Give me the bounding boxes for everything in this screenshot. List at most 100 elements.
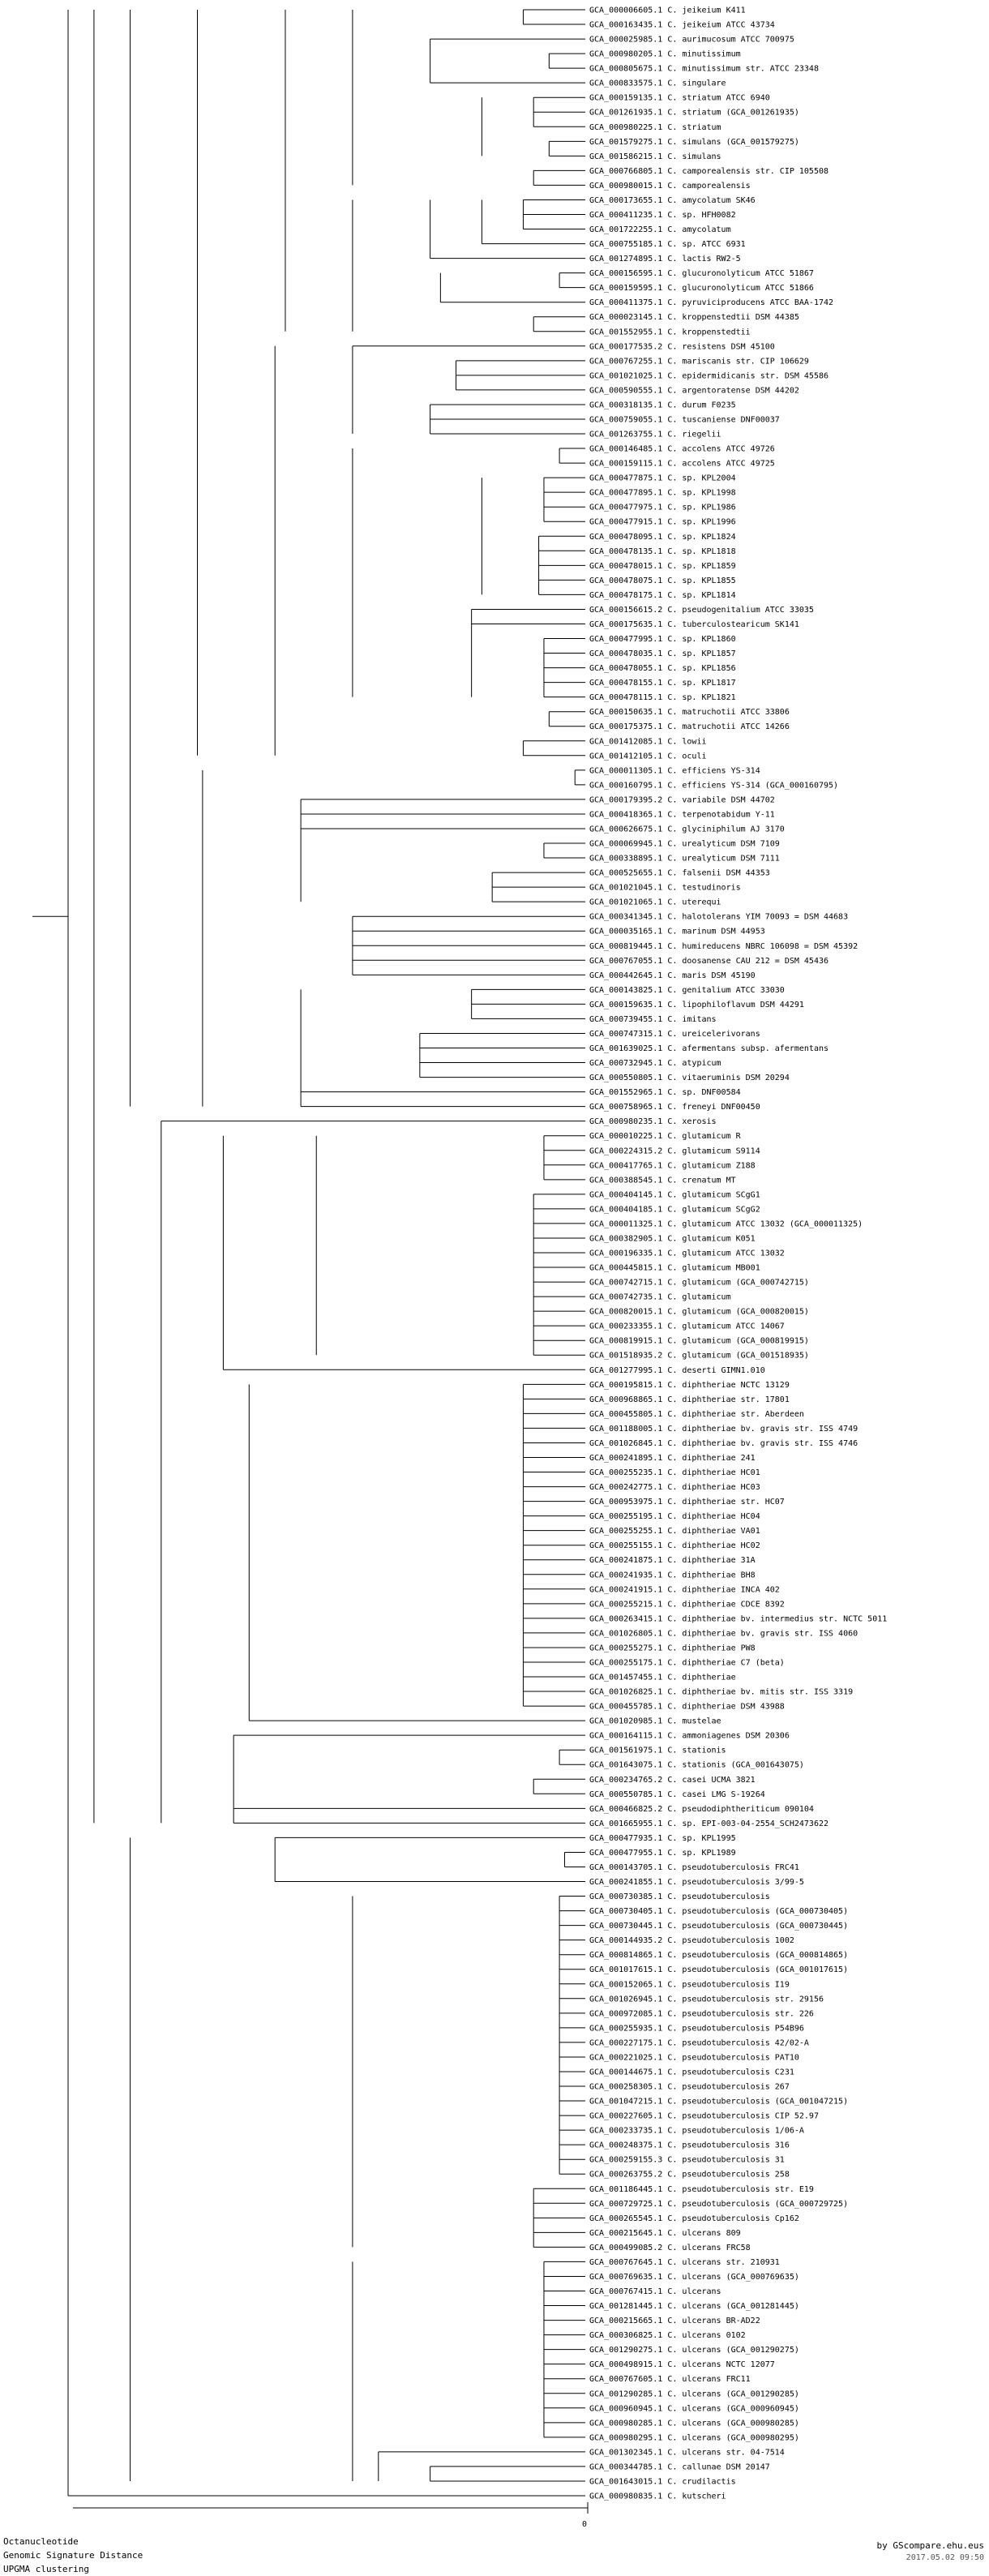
leaf-label: GCA_001188005.1 C. diphtheriae bv. gravi… xyxy=(589,1425,858,1434)
leaf-label: GCA_000259155.3 C. pseudotuberculosis 31 xyxy=(589,2156,785,2165)
leaf-label: GCA_000242775.1 C. diphtheriae HC03 xyxy=(589,1483,760,1492)
leaf-label: GCA_000498915.1 C. ulcerans NCTC 12077 xyxy=(589,2360,775,2369)
leaf-label: GCA_001643075.1 C. stationis (GCA_001643… xyxy=(589,1761,804,1770)
scale-label: 0 xyxy=(582,2520,587,2529)
leaf-label: GCA_000442645.1 C. maris DSM 45190 xyxy=(589,971,756,980)
leaf-label: GCA_000306825.1 C. ulcerans 0102 xyxy=(589,2331,746,2340)
leaf-label: GCA_000525655.1 C. falsenii DSM 44353 xyxy=(589,869,770,878)
leaf-label: GCA_000968865.1 C. diphtheriae str. 1780… xyxy=(589,1395,790,1404)
leaf-label: GCA_000455785.1 C. diphtheriae DSM 43988 xyxy=(589,1703,785,1712)
leaf-label: GCA_000478055.1 C. sp. KPL1856 xyxy=(589,664,736,673)
leaf-label: GCA_000766805.1 C. camporealensis str. C… xyxy=(589,167,828,176)
leaf-label: GCA_000010225.1 C. glutamicum R xyxy=(589,1132,742,1141)
leaf-label: GCA_000023145.1 C. kroppenstedtii DSM 44… xyxy=(589,313,799,322)
distance-method: Octanucleotide xyxy=(3,2536,79,2547)
leaf-label: GCA_000820015.1 C. glutamicum (GCA_00082… xyxy=(589,1308,809,1317)
leaf-label: GCA_001021045.1 C. testudinoris xyxy=(589,884,741,893)
leaf-label: GCA_001017615.1 C. pseudotuberculosis (G… xyxy=(589,1965,848,1974)
leaf-label: GCA_000025985.1 C. aurimucosum ATCC 7009… xyxy=(589,36,794,45)
leaf-label: GCA_000445815.1 C. glutamicum MB001 xyxy=(589,1264,760,1273)
leaf-label: GCA_000478015.1 C. sp. KPL1859 xyxy=(589,562,736,571)
leaf-label: GCA_000477955.1 C. sp. KPL1989 xyxy=(589,1849,736,1858)
leaf-label: GCA_000747315.1 C. ureicelerivorans xyxy=(589,1030,760,1039)
method-notes: Octanucleotide Genomic Signature Distanc… xyxy=(3,2535,143,2576)
leaf-label: GCA_000175635.1 C. tuberculostearicum SK… xyxy=(589,620,799,629)
leaf-label: GCA_000255155.1 C. diphtheriae HC02 xyxy=(589,1541,760,1550)
leaf-label: GCA_000980295.1 C. ulcerans (GCA_0009802… xyxy=(589,2433,799,2442)
leaf-label: GCA_000163435.1 C. jeikeium ATCC 43734 xyxy=(589,21,775,30)
leaf-label: GCA_000478155.1 C. sp. KPL1817 xyxy=(589,679,736,688)
leaf-labels: GCA_000006605.1 C. jeikeium K411 GCA_0001… xyxy=(589,6,887,2501)
leaf-label: GCA_001047215.1 C. pseudotuberculosis (G… xyxy=(589,2098,848,2107)
leaf-label: GCA_000241935.1 C. diphtheriae BH8 xyxy=(589,1571,756,1579)
leaf-label: GCA_000980205.1 C. minutissimum xyxy=(589,50,741,59)
leaf-label: GCA_000739455.1 C. imitans xyxy=(589,1015,717,1024)
leaf-label: GCA_001281445.1 C. ulcerans (GCA_0012814… xyxy=(589,2302,799,2311)
leaf-label: GCA_001722255.1 C. amycolatum xyxy=(589,225,731,234)
leaf-label: GCA_000344785.1 C. callunae DSM 20147 xyxy=(589,2462,770,2471)
leaf-label: GCA_000477995.1 C. sp. KPL1860 xyxy=(589,635,736,644)
leaf-label: GCA_001457455.1 C. diphtheriae xyxy=(589,1674,736,1682)
leaf-label: GCA_000590555.1 C. argentoratense DSM 44… xyxy=(589,386,799,395)
leaf-label: GCA_000767415.1 C. ulcerans xyxy=(589,2287,721,2296)
leaf-label: GCA_000478035.1 C. sp. KPL1857 xyxy=(589,649,736,658)
leaf-label: GCA_000150635.1 C. matruchotii ATCC 3380… xyxy=(589,708,790,717)
leaf-label: GCA_000980285.1 C. ulcerans (GCA_0009802… xyxy=(589,2419,799,2428)
leaf-label: GCA_001518935.2 C. glutamicum (GCA_00151… xyxy=(589,1352,809,1361)
leaf-label: GCA_001552955.1 C. kroppenstedtii xyxy=(589,328,751,336)
leaf-label: GCA_000417765.1 C. glutamicum Z188 xyxy=(589,1161,756,1170)
leaf-label: GCA_000069945.1 C. urealyticum DSM 7109 xyxy=(589,840,780,849)
credit-text: by GScompare.ehu.eus xyxy=(876,2540,984,2551)
leaf-label: GCA_000833575.1 C. singulare xyxy=(589,79,726,88)
leaf-label: GCA_000233355.1 C. glutamicum ATCC 14067 xyxy=(589,1322,785,1331)
leaf-label: GCA_000255275.1 C. diphtheriae PW8 xyxy=(589,1644,756,1652)
leaf-label: GCA_000980015.1 C. camporealensis xyxy=(589,182,751,191)
leaf-label: GCA_000729725.1 C. pseudotuberculosis (G… xyxy=(589,2200,848,2209)
leaf-label: GCA_000819915.1 C. glutamicum (GCA_00081… xyxy=(589,1337,809,1346)
leaf-label: GCA_001290285.1 C. ulcerans (GCA_0012902… xyxy=(589,2390,799,2398)
leaf-label: GCA_000234765.2 C. casei UCMA 3821 xyxy=(589,1776,756,1785)
leaf-label: GCA_000341345.1 C. halotolerans YIM 7009… xyxy=(589,913,848,922)
leaf-label: GCA_000241875.1 C. diphtheriae 31A xyxy=(589,1556,756,1565)
leaf-label: GCA_000478075.1 C. sp. KPL1855 xyxy=(589,576,736,585)
leaf-label: GCA_000767255.1 C. mariscanis str. CIP 1… xyxy=(589,357,809,366)
leaf-label: GCA_000732945.1 C. atypicum xyxy=(589,1059,721,1068)
leaf-label: GCA_001552965.1 C. sp. DNF00584 xyxy=(589,1088,741,1097)
leaf-label: GCA_000035165.1 C. marinum DSM 44953 xyxy=(589,928,765,937)
leaf-label: GCA_000164115.1 C. ammoniagenes DSM 2030… xyxy=(589,1732,790,1741)
leaf-label: GCA_000159595.1 C. glucuronolyticum ATCC… xyxy=(589,284,814,293)
leaf-label: GCA_000730445.1 C. pseudotuberculosis (G… xyxy=(589,1922,848,1931)
leaf-label: GCA_000011325.1 C. glutamicum ATCC 13032… xyxy=(589,1219,863,1228)
leaf-label: GCA_000411235.1 C. sp. HFH0082 xyxy=(589,211,736,220)
leaf-label: GCA_001021065.1 C. uterequi xyxy=(589,898,721,907)
leaf-label: GCA_000159135.1 C. striatum ATCC 6940 xyxy=(589,94,770,103)
leaf-label: GCA_001021025.1 C. epidermidicanis str. … xyxy=(589,371,828,380)
leaf-label: GCA_000742735.1 C. glutamicum xyxy=(589,1293,731,1302)
leaf-label: GCA_001026845.1 C. diphtheriae bv. gravi… xyxy=(589,1439,858,1448)
leaf-label: GCA_000177535.2 C. resistens DSM 45100 xyxy=(589,342,775,351)
leaf-label: GCA_000258305.1 C. pseudotuberculosis 26… xyxy=(589,2083,790,2092)
leaf-label: GCA_000144935.2 C. pseudotuberculosis 10… xyxy=(589,1936,794,1945)
leaf-label: GCA_001261935.1 C. striatum (GCA_0012619… xyxy=(589,109,799,118)
leaf-label: GCA_000960945.1 C. ulcerans (GCA_0009609… xyxy=(589,2404,799,2413)
leaf-label: GCA_000477975.1 C. sp. KPL1986 xyxy=(589,504,736,512)
leaf-label: GCA_000477915.1 C. sp. KPL1996 xyxy=(589,518,736,527)
leaf-label: GCA_000255235.1 C. diphtheriae HC01 xyxy=(589,1468,760,1477)
leaf-label: GCA_000241855.1 C. pseudotuberculosis 3/… xyxy=(589,1878,804,1887)
leaf-label: GCA_000263415.1 C. diphtheriae bv. inter… xyxy=(589,1614,887,1623)
leaf-label: GCA_000338895.1 C. urealyticum DSM 7111 xyxy=(589,855,780,864)
leaf-label: GCA_000159635.1 C. lipophiloflavum DSM 4… xyxy=(589,1001,804,1009)
leaf-label: GCA_000196335.1 C. glutamicum ATCC 13032 xyxy=(589,1249,785,1258)
leaf-label: GCA_000255195.1 C. diphtheriae HC04 xyxy=(589,1512,760,1521)
leaf-label: GCA_000255175.1 C. diphtheriae C7 (beta) xyxy=(589,1658,785,1667)
leaf-label: GCA_000550805.1 C. vitaeruminis DSM 2029… xyxy=(589,1074,790,1082)
leaf-label: GCA_000742715.1 C. glutamicum (GCA_00074… xyxy=(589,1279,809,1288)
leaf-label: GCA_000159115.1 C. accolens ATCC 49725 xyxy=(589,460,775,469)
leaf-label: GCA_000980235.1 C. xerosis xyxy=(589,1117,717,1126)
leaf-label: GCA_001412105.1 C. oculi xyxy=(589,752,707,761)
leaf-label: GCA_000152065.1 C. pseudotuberculosis I1… xyxy=(589,1980,790,1989)
leaf-label: GCA_000755185.1 C. sp. ATCC 6931 xyxy=(589,240,746,249)
leaf-label: GCA_001277995.1 C. deserti GIMN1.010 xyxy=(589,1366,765,1375)
timestamp: 2017.05.02 09:50 xyxy=(906,2553,984,2562)
